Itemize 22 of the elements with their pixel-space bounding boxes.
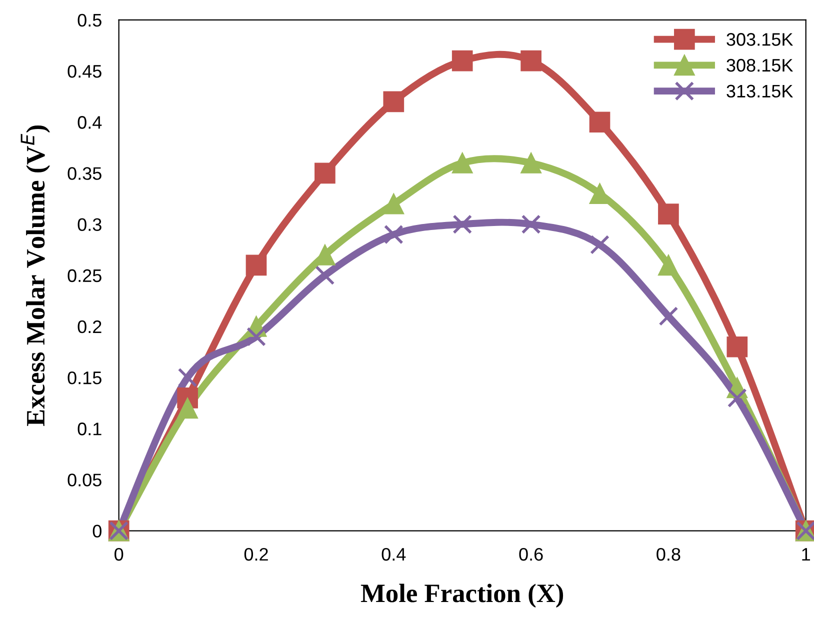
x-tick-label: 0.4 [382, 548, 406, 561]
y-axis-title: Excess Molar Volume (V$^{E}$) [20, 125, 50, 426]
x-axis-title: Mole Fraction (X) [360, 584, 564, 608]
y-tick-label: 0.25 [68, 269, 102, 282]
y-tick-label: 0.3 [78, 218, 102, 231]
y-tick-label: 0.15 [68, 371, 102, 384]
legend-label: 313.15K [726, 84, 794, 98]
legend-label: 303.15K [726, 33, 794, 46]
y-tick-label: 0.5 [78, 14, 102, 27]
y-tick-label: 0.4 [78, 116, 102, 129]
y-tick-label: 0.35 [68, 167, 102, 180]
x-tick-label: 0 [114, 548, 124, 561]
y-tick-label: 0.05 [68, 474, 102, 486]
y-tick-label: 0.2 [78, 320, 102, 334]
x-tick-label: 0.2 [244, 548, 268, 561]
legend-label: 308.15K [726, 58, 794, 72]
x-tick-label: 1 [802, 548, 810, 561]
x-tick-label: 0.8 [656, 548, 680, 561]
y-tick-label: 0.45 [68, 64, 102, 78]
x-tick-label: 0.6 [519, 548, 543, 561]
y-tick-label: 0.1 [78, 422, 102, 436]
y-tick-label: 0 [92, 524, 102, 538]
